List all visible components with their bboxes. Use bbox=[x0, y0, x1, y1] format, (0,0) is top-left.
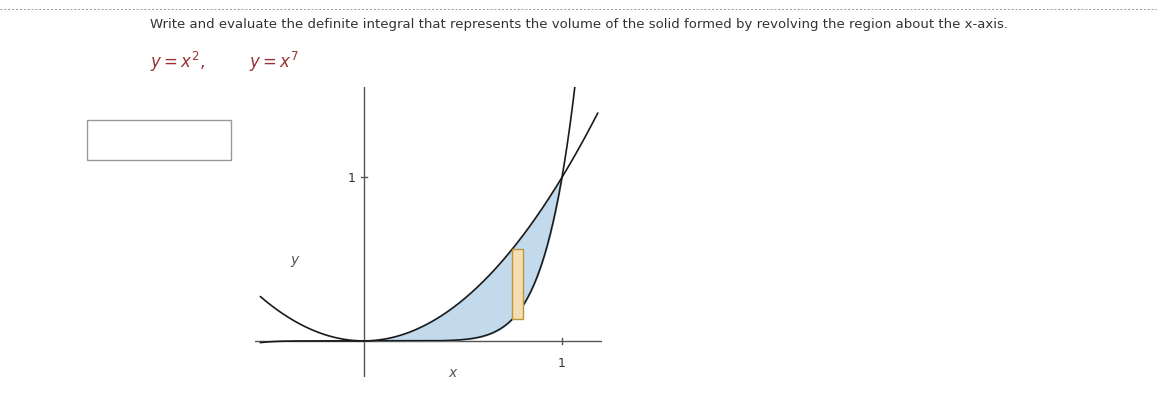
Text: 1: 1 bbox=[558, 356, 566, 369]
Text: 1: 1 bbox=[348, 172, 355, 184]
Text: $y = x^7$: $y = x^7$ bbox=[249, 50, 299, 74]
Text: x: x bbox=[449, 365, 457, 379]
Text: y: y bbox=[290, 253, 299, 267]
Bar bbox=[513, 249, 523, 319]
Text: $y = x^2,$: $y = x^2,$ bbox=[150, 50, 206, 74]
FancyBboxPatch shape bbox=[87, 120, 231, 160]
Text: Write and evaluate the definite integral that represents the volume of the solid: Write and evaluate the definite integral… bbox=[149, 18, 1008, 31]
